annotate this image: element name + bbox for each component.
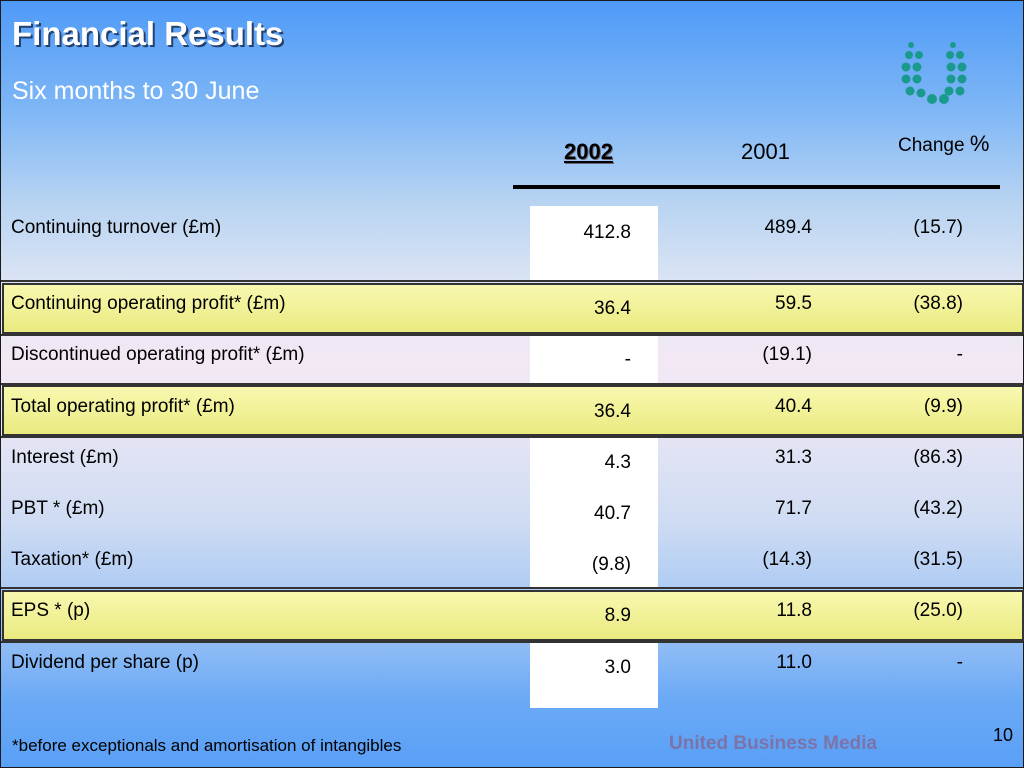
value-2002: 4.3 — [604, 452, 631, 473]
column-2002-background — [530, 438, 658, 588]
value-2002: 412.8 — [583, 222, 631, 243]
page-number: 10 — [993, 725, 1014, 745]
column-2002-background — [530, 206, 658, 281]
value-2001: 11.8 — [776, 600, 812, 621]
table-row: EPS * (p) 8.9 11.8 (25.0) — [1, 600, 1023, 630]
table-row: Dividend per share (p) 3.0 11.0 - — [1, 652, 1023, 682]
row-label: Dividend per share (p) — [11, 652, 199, 673]
value-change: (86.3) — [913, 447, 963, 468]
highlight-band — [2, 385, 1024, 436]
value-2002: 3.0 — [604, 657, 631, 678]
value-change: (38.8) — [913, 293, 963, 314]
value-2002: 8.9 — [604, 605, 631, 626]
header-rule — [513, 185, 1000, 189]
table-row: Discontinued operating profit* (£m) - (1… — [1, 344, 1023, 374]
row-label: Interest (£m) — [11, 447, 119, 468]
column-2002-background — [530, 335, 658, 383]
row-label: Discontinued operating profit* (£m) — [11, 344, 305, 365]
value-2002: 36.4 — [594, 298, 631, 319]
row-label: Total operating profit* (£m) — [11, 396, 235, 417]
slide-subtitle: Six months to 30 June — [12, 77, 260, 105]
column-header-change-unit: % — [969, 131, 990, 156]
column-header-2002: 2002 — [564, 139, 613, 164]
value-2001: 40.4 — [775, 396, 812, 417]
table-row: Total operating profit* (£m) 36.4 40.4 (… — [1, 396, 1023, 426]
column-2002-background — [530, 642, 658, 708]
row-separator — [1, 280, 1023, 282]
value-change: (9.9) — [923, 396, 963, 417]
value-change: (43.2) — [913, 498, 963, 519]
row-separator — [1, 436, 1023, 438]
row-separator — [1, 383, 1023, 385]
value-2002: - — [624, 349, 631, 370]
table-row: Continuing operating profit* (£m) 36.4 5… — [1, 293, 1023, 323]
slide-title: Financial Results — [12, 15, 284, 52]
value-2001: 71.7 — [775, 498, 812, 519]
value-change: - — [956, 344, 963, 365]
brand-name: United Business Media — [669, 733, 877, 754]
dotted-u-logo-icon — [894, 35, 976, 109]
row-label: Continuing operating profit* (£m) — [11, 293, 286, 314]
column-header-2001: 2001 — [741, 139, 790, 164]
row-separator — [1, 641, 1023, 643]
row-separator — [1, 334, 1023, 336]
value-2001: 59.5 — [775, 293, 812, 314]
table-row: Taxation* (£m) (9.8) (14.3) (31.5) — [1, 549, 1023, 579]
row-label: EPS * (p) — [11, 600, 91, 621]
value-change: (25.0) — [913, 600, 963, 621]
value-change: (31.5) — [913, 549, 963, 570]
row-separator — [1, 587, 1023, 589]
value-change: - — [956, 652, 963, 673]
value-2001: 11.0 — [776, 652, 812, 673]
value-2001: 489.4 — [764, 217, 812, 238]
row-label: Taxation* (£m) — [11, 549, 134, 570]
value-2001: (19.1) — [762, 344, 812, 365]
footnote: *before exceptionals and amortisation of… — [12, 736, 402, 755]
highlight-band — [2, 590, 1024, 641]
value-2002: 36.4 — [594, 401, 631, 422]
value-2002: (9.8) — [591, 554, 631, 575]
value-2001: (14.3) — [762, 549, 812, 570]
table-row: Interest (£m) 4.3 31.3 (86.3) — [1, 447, 1023, 477]
table-row: Continuing turnover (£m) 412.8 489.4 (15… — [1, 217, 1023, 247]
row-label: Continuing turnover (£m) — [11, 217, 222, 238]
value-change: (15.7) — [913, 217, 963, 238]
column-header-change: Change % — [898, 131, 989, 157]
highlight-band — [2, 283, 1024, 334]
value-2001: 31.3 — [775, 447, 812, 468]
column-header-change-label: Change — [898, 135, 965, 156]
value-2002: 40.7 — [594, 503, 631, 524]
row-label: PBT * (£m) — [11, 498, 105, 519]
table-row: PBT * (£m) 40.7 71.7 (43.2) — [1, 498, 1023, 528]
